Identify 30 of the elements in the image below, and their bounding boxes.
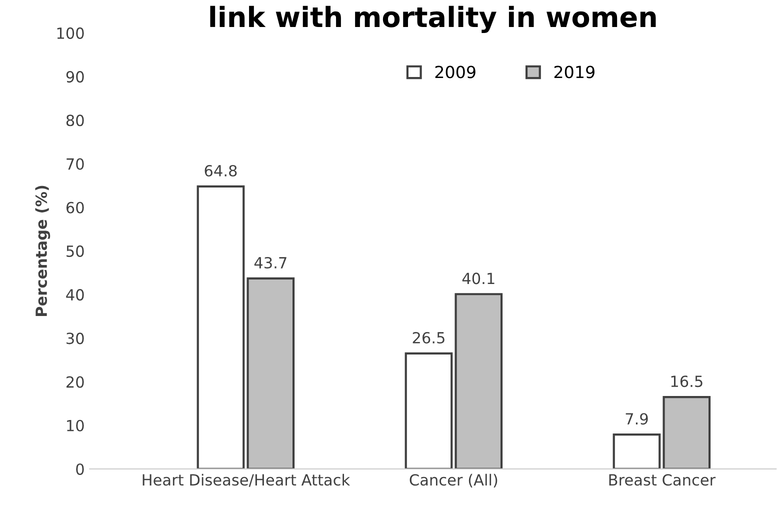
- y-tick-label: 50: [66, 245, 84, 257]
- y-axis-title: Percentage (%): [35, 186, 50, 316]
- data-label: 16.5: [671, 376, 702, 388]
- y-tick-label: 100: [57, 27, 84, 39]
- bar: [404, 352, 453, 469]
- data-label: 43.7: [254, 256, 286, 269]
- y-tick-label: 30: [66, 332, 84, 344]
- y-tick-label: 20: [66, 376, 84, 388]
- bar: [662, 396, 711, 469]
- x-tick-label: Breast Cancer: [609, 474, 716, 486]
- x-tick-label: Heart Disease/Heart Attack: [142, 474, 350, 487]
- y-tick-label: 10: [67, 420, 84, 432]
- data-label: 26.5: [412, 332, 444, 344]
- legend-label: 2019: [554, 66, 594, 78]
- legend-label: 2009: [435, 66, 476, 78]
- bar: [454, 293, 503, 469]
- bar: [246, 277, 295, 469]
- bar: [196, 185, 245, 469]
- y-tick-label: 90: [66, 71, 84, 83]
- y-tick-label: 80: [66, 114, 84, 126]
- chart-title: link with mortality in women: [210, 6, 656, 33]
- x-tick-label: Cancer (All): [410, 474, 498, 488]
- y-tick-label: 40: [66, 289, 84, 301]
- data-label: 40.1: [462, 272, 494, 284]
- y-tick-label: 0: [76, 463, 84, 475]
- data-label: 7.9: [626, 413, 648, 425]
- y-tick-label: 70: [66, 158, 84, 170]
- bar: [612, 433, 661, 469]
- y-tick-label: 60: [66, 202, 84, 214]
- data-label: 64.8: [204, 164, 237, 177]
